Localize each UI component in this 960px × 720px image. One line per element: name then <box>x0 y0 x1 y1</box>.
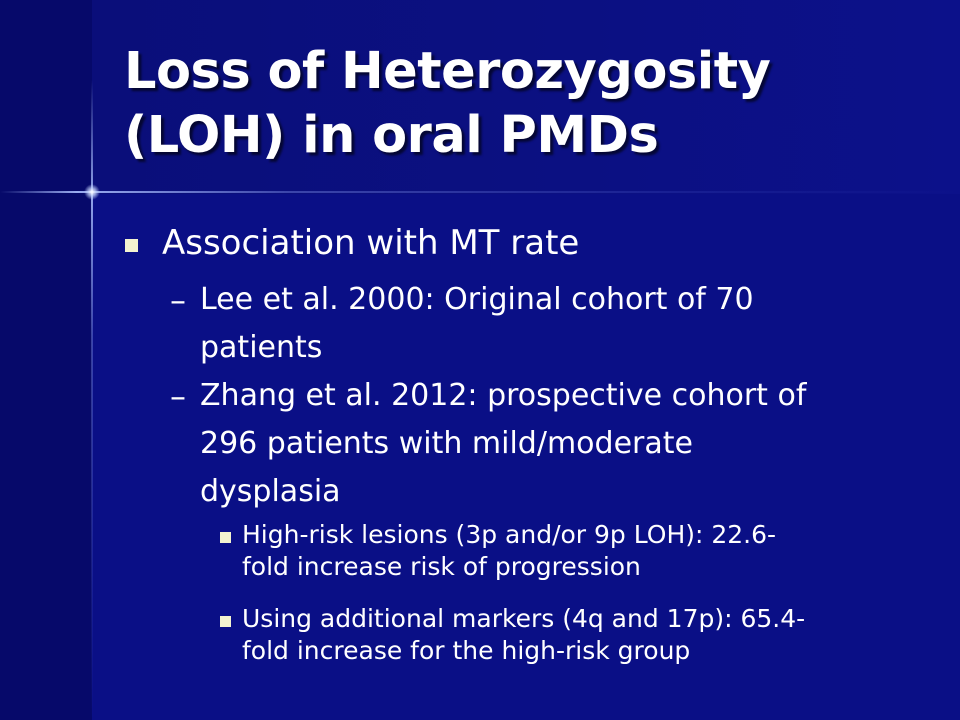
sub-bullet-zhang-line-3: dysplasia <box>200 474 341 509</box>
detail-high-risk: High-risk lesions (3p and/or 9p LOH): 22… <box>242 519 902 583</box>
vertical-divider <box>91 80 93 720</box>
detail-additional-markers-line-2: fold increase for the high-risk group <box>242 636 691 665</box>
square-bullet-icon <box>125 239 138 252</box>
title-line-1: Loss of Heterozygosity <box>124 42 771 101</box>
small-square-bullet-icon <box>220 616 231 627</box>
sub-bullet-zhang: Zhang et al. 2012: prospective cohort of… <box>200 372 900 516</box>
small-square-bullet-icon <box>220 532 231 543</box>
detail-additional-markers-line-1: Using additional markers (4q and 17p): 6… <box>242 604 806 633</box>
slide-title: Loss of Heterozygosity (LOH) in oral PMD… <box>124 40 944 168</box>
sub-bullet-lee: Lee et al. 2000: Original cohort of 70 p… <box>200 276 900 372</box>
sub-bullet-lee-line-2: patients <box>200 330 323 365</box>
horizontal-divider <box>0 191 960 193</box>
star-sparkle-icon <box>84 184 100 200</box>
sub-bullet-zhang-line-1: Zhang et al. 2012: prospective cohort of <box>200 378 807 413</box>
bullet-association: Association with MT rate <box>162 223 580 263</box>
title-line-2: (LOH) in oral PMDs <box>124 106 659 165</box>
dash-bullet-1: – <box>170 281 186 319</box>
detail-additional-markers: Using additional markers (4q and 17p): 6… <box>242 603 902 667</box>
detail-high-risk-line-2: fold increase risk of progression <box>242 552 641 581</box>
sub-bullet-zhang-line-2: 296 patients with mild/moderate <box>200 426 693 461</box>
dash-bullet-2: – <box>170 377 186 415</box>
left-band <box>0 0 92 720</box>
detail-high-risk-line-1: High-risk lesions (3p and/or 9p LOH): 22… <box>242 520 777 549</box>
sub-bullet-lee-line-1: Lee et al. 2000: Original cohort of 70 <box>200 282 754 317</box>
